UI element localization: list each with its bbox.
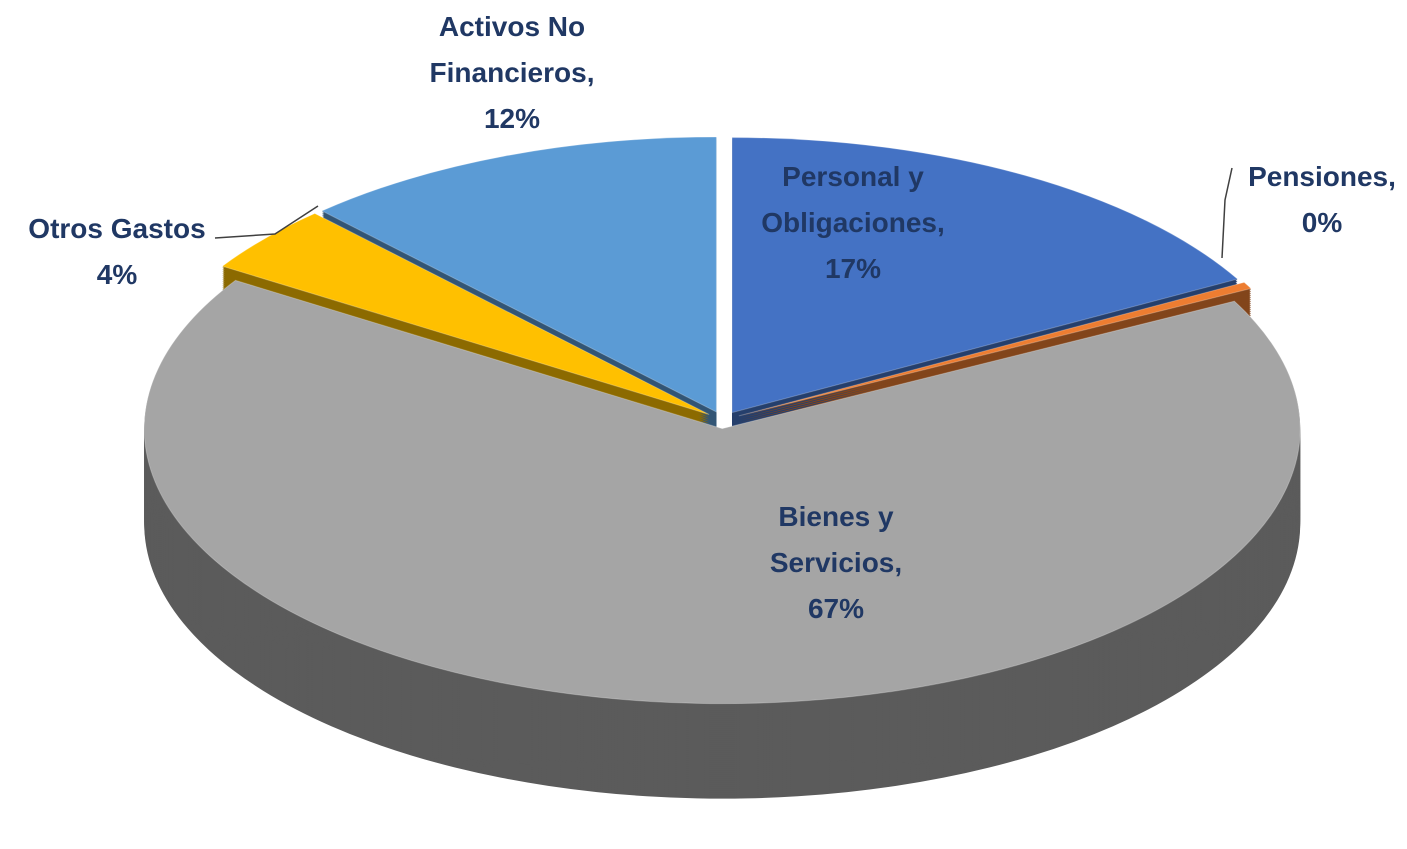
- slice: [320, 136, 717, 413]
- value-label: 67%: [807, 593, 865, 624]
- leader-line: [1221, 167, 1233, 259]
- data-label: Bienes y Servicios, 67%: [746, 494, 926, 632]
- value-label: 17%: [824, 253, 882, 284]
- data-label: Activos No Financieros, 12%: [402, 4, 622, 142]
- slice: [731, 137, 1239, 414]
- category-name: Personal y Obligaciones,: [761, 161, 945, 238]
- category-name: Pensiones,: [1248, 161, 1396, 192]
- slice: [143, 279, 1301, 705]
- leader-line: [214, 205, 319, 239]
- pie-tops: [143, 136, 1301, 705]
- value-label: 12%: [483, 103, 541, 134]
- category-name: Bienes y Servicios,: [769, 501, 903, 578]
- data-label: Personal y Obligaciones, 17%: [743, 154, 963, 292]
- slice: [738, 281, 1253, 417]
- value-label: 4%: [96, 259, 138, 290]
- category-name: Activos No Financieros,: [429, 11, 595, 88]
- value-label: 0%: [1301, 207, 1343, 238]
- data-label: Otros Gastos 4%: [7, 206, 227, 298]
- data-label: Pensiones, 0%: [1232, 154, 1407, 246]
- category-name: Otros Gastos: [28, 213, 206, 244]
- slice: [221, 212, 710, 415]
